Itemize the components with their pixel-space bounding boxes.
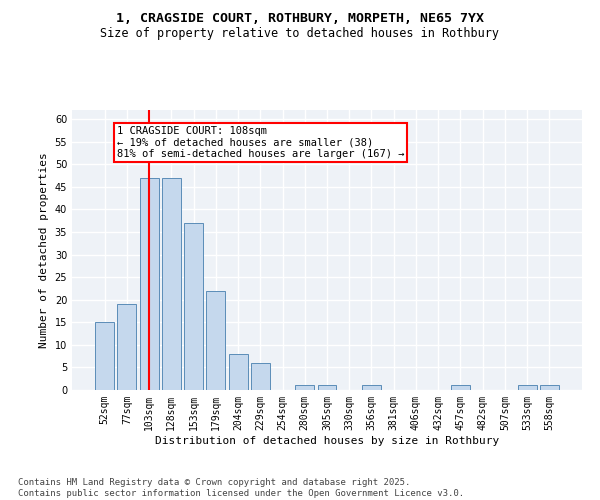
Bar bbox=[451, 386, 470, 390]
Bar bbox=[206, 290, 225, 390]
Bar bbox=[295, 386, 314, 390]
Bar bbox=[317, 386, 337, 390]
Text: 1 CRAGSIDE COURT: 108sqm
← 19% of detached houses are smaller (38)
81% of semi-d: 1 CRAGSIDE COURT: 108sqm ← 19% of detach… bbox=[117, 126, 404, 159]
Text: Size of property relative to detached houses in Rothbury: Size of property relative to detached ho… bbox=[101, 28, 499, 40]
Bar bbox=[540, 386, 559, 390]
Bar bbox=[118, 304, 136, 390]
Bar bbox=[251, 363, 270, 390]
Bar bbox=[518, 386, 536, 390]
Bar bbox=[362, 386, 381, 390]
X-axis label: Distribution of detached houses by size in Rothbury: Distribution of detached houses by size … bbox=[155, 436, 499, 446]
Bar bbox=[229, 354, 248, 390]
Bar bbox=[95, 322, 114, 390]
Y-axis label: Number of detached properties: Number of detached properties bbox=[39, 152, 49, 348]
Bar bbox=[140, 178, 158, 390]
Bar bbox=[184, 223, 203, 390]
Text: Contains HM Land Registry data © Crown copyright and database right 2025.
Contai: Contains HM Land Registry data © Crown c… bbox=[18, 478, 464, 498]
Bar bbox=[162, 178, 181, 390]
Text: 1, CRAGSIDE COURT, ROTHBURY, MORPETH, NE65 7YX: 1, CRAGSIDE COURT, ROTHBURY, MORPETH, NE… bbox=[116, 12, 484, 26]
